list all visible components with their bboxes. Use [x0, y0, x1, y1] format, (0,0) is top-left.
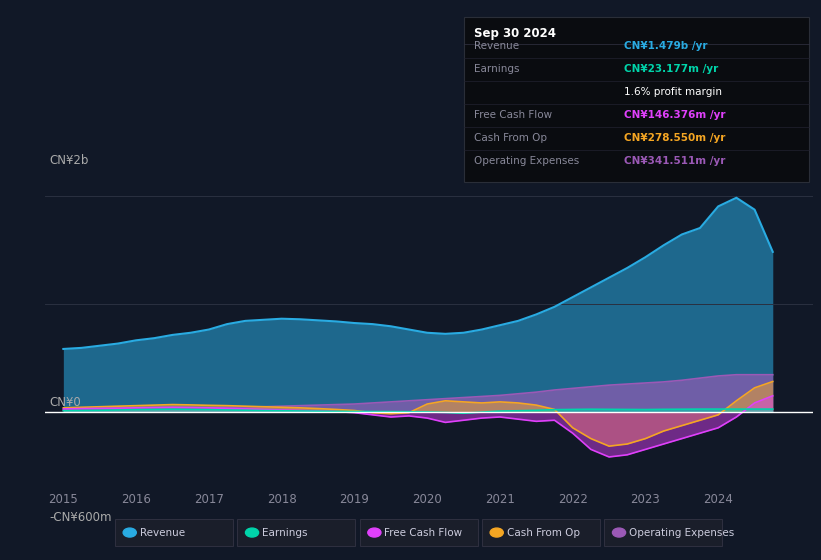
- Text: CN¥1.479b /yr: CN¥1.479b /yr: [624, 41, 708, 52]
- Text: CN¥0: CN¥0: [49, 395, 80, 409]
- Text: CN¥278.550m /yr: CN¥278.550m /yr: [624, 133, 725, 143]
- Text: -CN¥600m: -CN¥600m: [49, 511, 112, 524]
- Text: Free Cash Flow: Free Cash Flow: [384, 528, 462, 538]
- Text: CN¥23.177m /yr: CN¥23.177m /yr: [624, 64, 718, 74]
- Text: Operating Expenses: Operating Expenses: [629, 528, 734, 538]
- Text: Operating Expenses: Operating Expenses: [474, 156, 579, 166]
- Text: Cash From Op: Cash From Op: [474, 133, 547, 143]
- Text: Cash From Op: Cash From Op: [507, 528, 580, 538]
- Text: Revenue: Revenue: [474, 41, 519, 52]
- Text: Sep 30 2024: Sep 30 2024: [474, 27, 556, 40]
- Text: CN¥2b: CN¥2b: [49, 153, 89, 167]
- Text: Earnings: Earnings: [474, 64, 519, 74]
- Text: Revenue: Revenue: [140, 528, 185, 538]
- Text: CN¥341.511m /yr: CN¥341.511m /yr: [624, 156, 725, 166]
- Text: Earnings: Earnings: [262, 528, 307, 538]
- Text: Free Cash Flow: Free Cash Flow: [474, 110, 552, 120]
- Text: CN¥146.376m /yr: CN¥146.376m /yr: [624, 110, 726, 120]
- Text: 1.6% profit margin: 1.6% profit margin: [624, 87, 722, 97]
